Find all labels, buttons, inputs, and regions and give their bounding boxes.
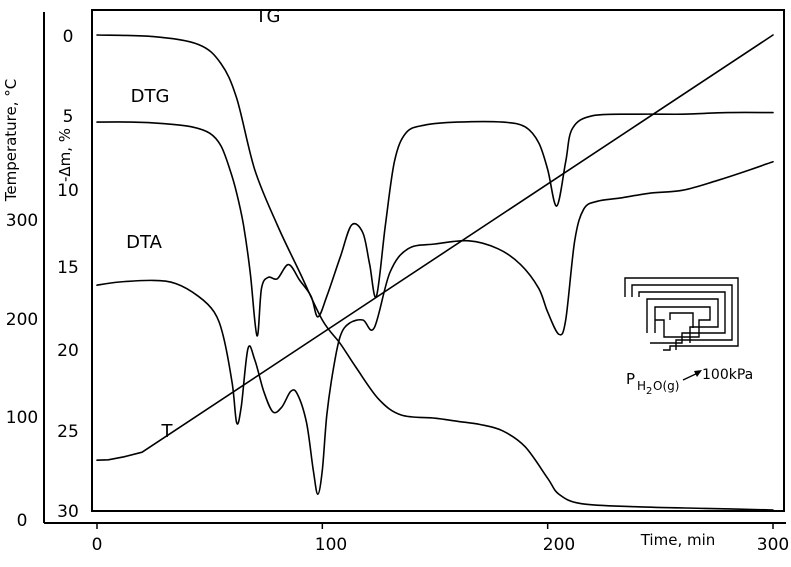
temperature-tick-label-0: 0 [17, 511, 28, 531]
temperature-tick-label-300: 300 [6, 211, 38, 231]
x-axis: 0 100 200 300 Time, min [44, 522, 789, 555]
x-tick-label-100: 100 [315, 535, 347, 555]
pressure-value: 100kPa [702, 367, 753, 383]
x-tick-label-300: 300 [757, 535, 789, 555]
series-label-dta: DTA [126, 232, 162, 253]
temperature-axis-title: Temperature, °C [2, 79, 20, 203]
pressure-sub2: 2 [646, 386, 652, 397]
pressure-h: H [637, 379, 646, 393]
temperature-axis: Temperature, °C 300 200 100 0 [2, 12, 45, 531]
mass-loss-tick-label-5: 5 [63, 107, 74, 127]
mass-loss-tick-label-30: 30 [57, 502, 79, 522]
pressure-annotation: P H 2 O(g) 100kPa [626, 367, 753, 397]
series-label-t: T [161, 421, 174, 442]
pressure-arrow-head [694, 370, 702, 377]
pressure-p: P [626, 370, 635, 388]
series-label-dtg: DTG [131, 86, 170, 107]
mass-loss-axis-title: -Δm, % [56, 128, 74, 182]
sample-holder-icon [624, 277, 739, 351]
mass-loss-tick-label-10: 10 [57, 181, 79, 201]
series-line-dtg [96, 111, 774, 337]
series-line-tg [96, 34, 774, 511]
series-label-tg: TG [255, 6, 281, 27]
temperature-tick-label-200: 200 [6, 310, 38, 330]
pressure-og: O(g) [653, 379, 679, 393]
x-tick-label-0: 0 [92, 535, 103, 555]
x-axis-title: Time, min [640, 531, 716, 549]
x-tick-label-200: 200 [543, 535, 575, 555]
plot-frame [91, 9, 785, 512]
curves [96, 34, 774, 511]
mass-loss-tick-label-20: 20 [57, 341, 79, 361]
mass-loss-tick-label-15: 15 [57, 258, 79, 278]
temperature-tick-label-100: 100 [6, 408, 38, 428]
series-line-t [96, 34, 774, 461]
mass-loss-tick-label-0: 0 [63, 27, 74, 47]
mass-loss-tick-label-25: 25 [57, 422, 79, 442]
mass-loss-axis: -Δm, % 0 5 10 15 20 25 30 [56, 10, 93, 522]
series-line-dta [96, 160, 774, 495]
